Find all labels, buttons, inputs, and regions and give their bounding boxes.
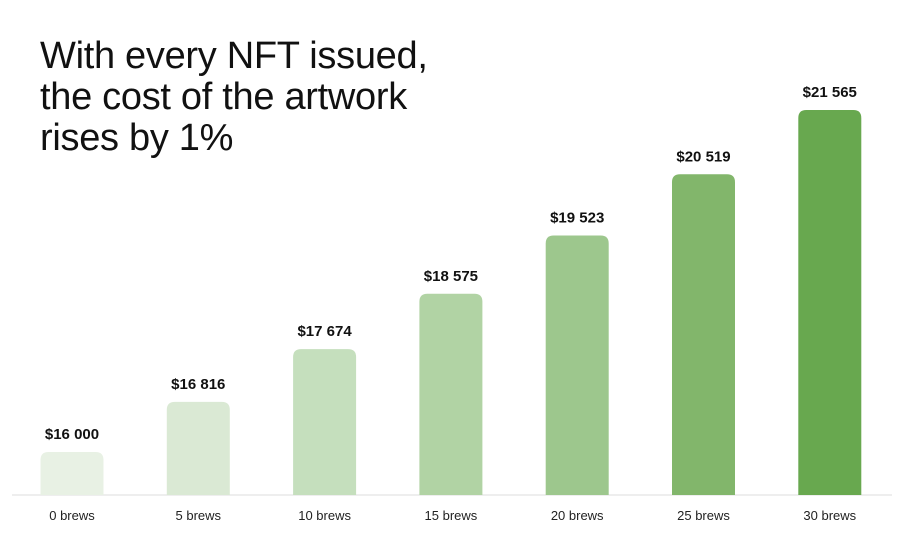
category-label: 0 brews xyxy=(49,508,95,523)
value-label: $20 519 xyxy=(676,148,730,165)
chart-title: With every NFT issued, the cost of the a… xyxy=(40,36,428,159)
value-label: $19 523 xyxy=(550,209,604,226)
bar-30-brews xyxy=(798,110,862,495)
value-label: $18 575 xyxy=(424,268,478,285)
category-label: 10 brews xyxy=(298,508,351,523)
category-label: 25 brews xyxy=(677,508,730,523)
category-label: 15 brews xyxy=(425,508,478,523)
bar-25-brews xyxy=(672,174,735,496)
title-line-1: With every NFT issued, xyxy=(40,35,428,77)
bar-15-brews xyxy=(419,293,483,495)
category-label: 30 brews xyxy=(803,508,856,523)
category-label: 20 brews xyxy=(551,508,604,523)
category-label: 5 brews xyxy=(176,508,222,523)
bar-5-brews xyxy=(166,401,230,495)
bar-20-brews xyxy=(545,235,609,495)
bar-10-brews xyxy=(293,349,357,495)
bar-0-brews xyxy=(40,452,104,495)
title-line-2: the cost of the artwork xyxy=(40,76,407,118)
value-label: $21 565 xyxy=(803,84,857,101)
value-label: $17 674 xyxy=(297,323,352,340)
title-line-3: rises by 1% xyxy=(40,117,234,159)
value-label: $16 816 xyxy=(171,376,225,393)
value-label: $16 000 xyxy=(45,426,99,443)
